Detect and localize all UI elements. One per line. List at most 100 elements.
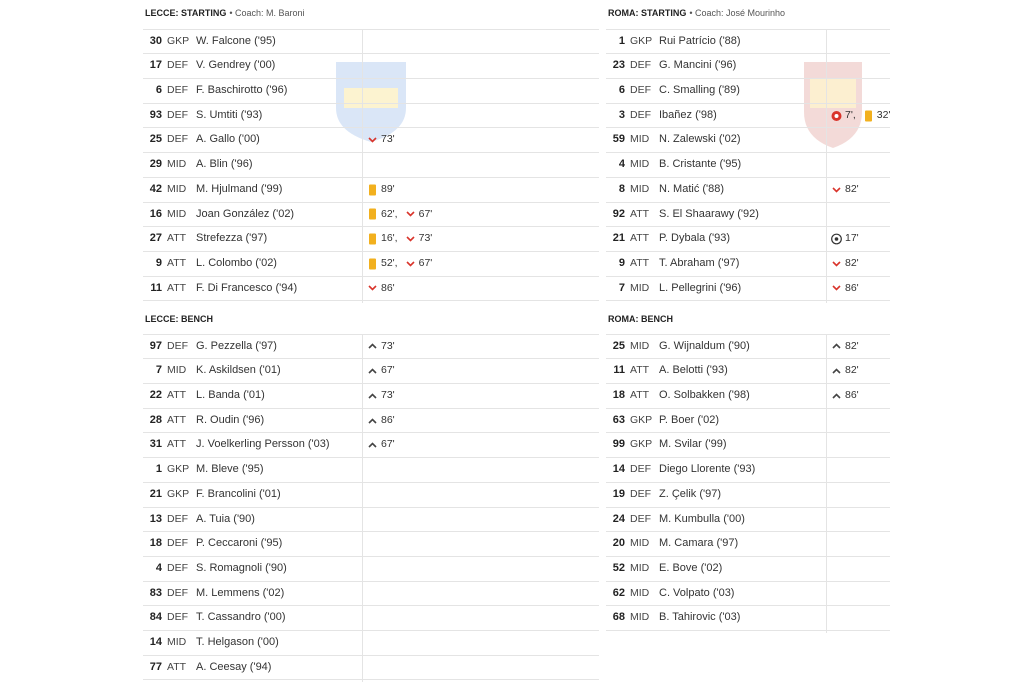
section-header: ROMA: BENCH: [608, 314, 673, 324]
shirt-number: 59: [612, 133, 625, 146]
shirt-number: 3: [618, 108, 625, 121]
events: 67': [367, 433, 399, 457]
position: DEF: [630, 487, 651, 500]
shirt-number: 77: [149, 660, 162, 673]
event-minute: 73': [418, 232, 433, 245]
position: MID: [630, 561, 650, 574]
shirt-number: 6: [155, 84, 162, 97]
position: GKP: [630, 413, 653, 426]
shirt-number: 1: [618, 34, 625, 47]
event-minute: 62',: [381, 207, 398, 220]
event-minute: 73': [381, 133, 395, 146]
player-name: E. Bove ('02): [659, 561, 723, 574]
player-name: M. Bleve ('95): [196, 463, 264, 476]
player-name: T. Helgason ('00): [196, 636, 279, 649]
player-row: 68 MID B. Tahirovic ('03): [606, 606, 890, 632]
shirt-number: 62: [612, 586, 625, 599]
player-name: B. Tahirovic ('03): [659, 611, 741, 624]
event-minute: 86': [381, 281, 395, 294]
player-row: 77 ATT A. Ceesay ('94): [143, 656, 599, 681]
position: GKP: [630, 438, 653, 451]
player-name: F. Di Francesco ('94): [196, 281, 298, 294]
shirt-number: 4: [618, 158, 625, 171]
position: ATT: [630, 207, 650, 220]
player-name: P. Dybala ('93): [659, 232, 730, 245]
player-name: M. Svilar ('99): [659, 438, 727, 451]
event-minute: 52',: [381, 256, 398, 269]
events: 67': [367, 359, 399, 383]
events: 52', 67': [367, 252, 436, 276]
sub-in-icon: [832, 368, 841, 374]
player-name: G. Wijnaldum ('90): [659, 339, 750, 352]
shirt-number: 11: [613, 364, 625, 377]
shirt-number: 83: [149, 586, 162, 599]
shirt-number: 28: [149, 413, 162, 426]
events: 73': [367, 384, 399, 408]
position: MID: [630, 133, 650, 146]
position: ATT: [167, 281, 187, 294]
position: DEF: [167, 537, 188, 550]
section-title: ROMA: STARTING: [608, 8, 687, 18]
player-name: Rui Patrício ('88): [659, 34, 741, 47]
sub-in-icon: [368, 417, 377, 424]
shirt-number: 13: [149, 512, 162, 525]
events: 73': [367, 335, 399, 359]
player-row: 23 DEF G. Mancini ('96): [606, 54, 890, 80]
player-name: S. El Shaarawy ('92): [659, 207, 759, 220]
player-row: 27 ATT Strefezza ('97) 16', 73': [143, 227, 599, 252]
shirt-number: 7: [618, 281, 625, 294]
yellow-card-icon: [369, 233, 376, 245]
shirt-number: 21: [612, 232, 625, 245]
player-row: 14 DEF Diego Llorente ('93): [606, 458, 890, 483]
events: 82': [831, 178, 863, 202]
position: DEF: [167, 84, 188, 97]
player-name: S. Umtiti ('93): [196, 108, 263, 121]
position: ATT: [630, 389, 650, 402]
yellow-card-icon: [864, 110, 872, 122]
shirt-number: 18: [149, 537, 162, 550]
player-row: 42 MID M. Hjulmand ('99) 89': [143, 178, 599, 203]
player-name: P. Boer ('02): [659, 413, 719, 426]
player-name: Strefezza ('97): [196, 232, 268, 245]
player-name: Diego Llorente ('93): [659, 463, 756, 476]
player-name: A. Ceesay ('94): [196, 660, 272, 673]
sub-in-icon: [832, 343, 841, 350]
player-name: F. Brancolini ('01): [196, 487, 281, 500]
player-row: 1 GKP M. Bleve ('95): [143, 458, 599, 483]
player-name: J. Voelkerling Persson ('03): [196, 438, 330, 451]
roma-watermark: [804, 62, 862, 148]
events: 62', 67': [367, 203, 436, 227]
position: MID: [630, 281, 650, 294]
sub-in-icon: [368, 368, 377, 374]
player-row: 25 DEF A. Gallo ('00) 73': [143, 128, 599, 154]
position: DEF: [630, 59, 651, 72]
player-name: L. Colombo ('02): [196, 256, 277, 269]
player-row: 4 DEF S. Romagnoli ('90): [143, 557, 599, 582]
event-minute: 82': [845, 364, 859, 377]
sub-out-icon: [368, 137, 377, 143]
position: MID: [630, 339, 650, 352]
sub-in-icon: [368, 393, 377, 399]
position: DEF: [630, 512, 651, 525]
position: GKP: [167, 463, 190, 476]
shirt-number: 14: [612, 463, 625, 476]
player-row: 30 GKP W. Falcone ('95): [143, 30, 599, 55]
shirt-number: 20: [612, 537, 625, 550]
player-name: S. Romagnoli ('90): [196, 561, 287, 574]
shirt-number: 21: [149, 487, 162, 500]
player-name: N. Zalewski ('02): [659, 133, 741, 146]
player-name: G. Mancini ('96): [659, 59, 737, 72]
position: DEF: [167, 512, 188, 525]
shirt-number: 22: [149, 389, 162, 402]
shirt-number: 99: [612, 438, 625, 451]
event-minute: 67': [418, 256, 433, 269]
shirt-number: 9: [618, 256, 625, 269]
sub-out-icon: [832, 187, 841, 193]
position: MID: [167, 636, 187, 649]
position: MID: [167, 364, 187, 377]
shirt-number: 25: [612, 339, 625, 352]
player-row: 4 MID B. Cristante ('95): [606, 153, 890, 178]
player-row: 59 MID N. Zalewski ('02): [606, 128, 890, 154]
position: MID: [630, 537, 650, 550]
events: 89': [367, 178, 399, 202]
